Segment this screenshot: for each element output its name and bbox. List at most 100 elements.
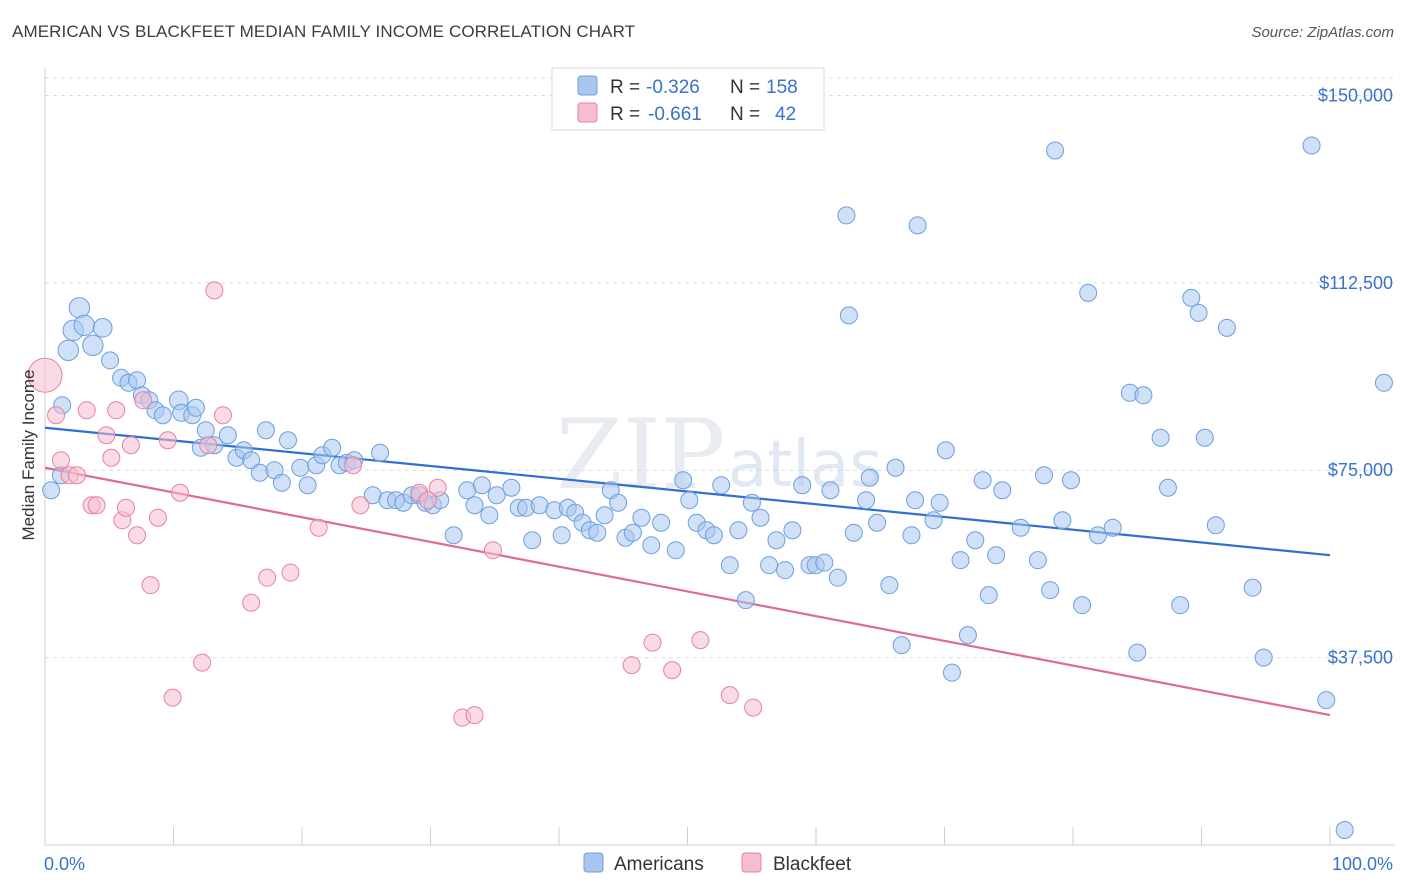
legend-swatch-blackfeet-bottom[interactable] bbox=[741, 852, 762, 873]
point-americans-115[interactable] bbox=[951, 551, 970, 570]
point-blackfeet-18[interactable] bbox=[158, 431, 177, 450]
point-blackfeet-19[interactable] bbox=[163, 688, 182, 707]
point-americans-136[interactable] bbox=[1151, 428, 1170, 447]
point-americans-60[interactable] bbox=[523, 531, 542, 550]
point-americans-111[interactable] bbox=[924, 511, 943, 530]
point-blackfeet-13[interactable] bbox=[121, 436, 140, 455]
point-blackfeet-12[interactable] bbox=[117, 498, 135, 517]
point-americans-88[interactable] bbox=[751, 508, 770, 527]
point-americans-78[interactable] bbox=[674, 471, 693, 490]
point-americans-97[interactable] bbox=[821, 481, 840, 500]
point-blackfeet-22[interactable] bbox=[199, 436, 218, 455]
point-americans-144[interactable] bbox=[1243, 578, 1262, 597]
point-blackfeet-21[interactable] bbox=[193, 653, 212, 672]
point-americans-141[interactable] bbox=[1195, 428, 1214, 447]
point-americans-16[interactable] bbox=[153, 406, 172, 425]
point-blackfeet-20[interactable] bbox=[171, 483, 189, 502]
point-americans-24[interactable] bbox=[218, 426, 237, 445]
point-blackfeet-10[interactable] bbox=[107, 401, 126, 420]
point-americans-3[interactable] bbox=[57, 339, 80, 362]
point-americans-74[interactable] bbox=[632, 508, 651, 527]
point-americans-32[interactable] bbox=[279, 431, 297, 450]
point-blackfeet-38[interactable] bbox=[643, 633, 662, 652]
point-americans-128[interactable] bbox=[1062, 471, 1080, 490]
point-americans-143[interactable] bbox=[1217, 318, 1236, 337]
point-americans-20[interactable] bbox=[186, 398, 205, 417]
point-americans-101[interactable] bbox=[844, 523, 863, 542]
point-americans-142[interactable] bbox=[1206, 516, 1225, 535]
point-americans-132[interactable] bbox=[1103, 518, 1122, 537]
point-americans-106[interactable] bbox=[886, 458, 905, 477]
point-americans-55[interactable] bbox=[480, 506, 499, 525]
point-americans-107[interactable] bbox=[892, 636, 911, 655]
point-americans-54[interactable] bbox=[472, 476, 491, 495]
point-americans-140[interactable] bbox=[1189, 303, 1208, 322]
point-americans-146[interactable] bbox=[1302, 136, 1321, 155]
legend-label-americans[interactable]: Americans bbox=[614, 854, 704, 875]
point-blackfeet-35[interactable] bbox=[465, 706, 484, 725]
point-americans-33[interactable] bbox=[291, 458, 310, 477]
point-americans-6[interactable] bbox=[73, 314, 95, 337]
point-americans-71[interactable] bbox=[609, 493, 628, 512]
point-americans-99[interactable] bbox=[837, 206, 856, 225]
point-americans-123[interactable] bbox=[1028, 551, 1047, 570]
point-americans-28[interactable] bbox=[250, 463, 269, 482]
point-americans-96[interactable] bbox=[815, 553, 834, 572]
point-americans-124[interactable] bbox=[1035, 466, 1053, 485]
point-americans-34[interactable] bbox=[298, 476, 317, 495]
point-americans-122[interactable] bbox=[1011, 518, 1030, 537]
point-americans-118[interactable] bbox=[973, 471, 992, 490]
point-blackfeet-23[interactable] bbox=[205, 281, 224, 300]
point-americans-102[interactable] bbox=[857, 491, 876, 510]
point-blackfeet-17[interactable] bbox=[148, 508, 167, 527]
point-blackfeet-1[interactable] bbox=[47, 406, 66, 425]
point-americans-57[interactable] bbox=[502, 478, 521, 497]
point-americans-9[interactable] bbox=[101, 351, 120, 370]
point-americans-56[interactable] bbox=[487, 486, 506, 505]
point-blackfeet-5[interactable] bbox=[77, 401, 96, 420]
point-americans-53[interactable] bbox=[465, 496, 484, 515]
point-blackfeet-29[interactable] bbox=[344, 456, 363, 475]
point-americans-114[interactable] bbox=[942, 663, 961, 682]
point-blackfeet-16[interactable] bbox=[141, 576, 160, 595]
series-legend[interactable]: Americans Blackfeet bbox=[583, 852, 852, 875]
point-americans-77[interactable] bbox=[666, 541, 685, 560]
point-blackfeet-28[interactable] bbox=[309, 518, 328, 537]
point-americans-69[interactable] bbox=[595, 506, 614, 525]
point-americans-42[interactable] bbox=[371, 443, 390, 462]
point-americans-125[interactable] bbox=[1041, 581, 1060, 600]
point-americans-113[interactable] bbox=[936, 441, 955, 460]
point-blackfeet-30[interactable] bbox=[351, 496, 370, 515]
point-americans-7[interactable] bbox=[82, 334, 104, 357]
point-americans-121[interactable] bbox=[993, 481, 1012, 500]
point-americans-129[interactable] bbox=[1073, 596, 1092, 615]
point-americans-0[interactable] bbox=[42, 481, 61, 500]
point-blackfeet-33[interactable] bbox=[418, 491, 437, 510]
point-americans-90[interactable] bbox=[767, 531, 786, 550]
point-blackfeet-39[interactable] bbox=[663, 661, 682, 680]
point-americans-68[interactable] bbox=[588, 523, 607, 542]
point-americans-139[interactable] bbox=[1182, 288, 1201, 307]
point-americans-98[interactable] bbox=[828, 568, 847, 587]
point-americans-83[interactable] bbox=[712, 476, 731, 495]
point-americans-117[interactable] bbox=[966, 531, 985, 550]
point-americans-31[interactable] bbox=[272, 473, 291, 492]
point-americans-100[interactable] bbox=[839, 306, 858, 325]
point-blackfeet-27[interactable] bbox=[281, 563, 300, 582]
point-americans-110[interactable] bbox=[908, 216, 927, 235]
point-americans-63[interactable] bbox=[552, 526, 571, 545]
point-americans-82[interactable] bbox=[704, 526, 723, 545]
point-americans-91[interactable] bbox=[776, 561, 795, 580]
point-blackfeet-36[interactable] bbox=[483, 541, 502, 560]
point-blackfeet-4[interactable] bbox=[67, 466, 86, 485]
point-americans-131[interactable] bbox=[1089, 526, 1107, 545]
legend-swatch-americans-bottom[interactable] bbox=[583, 852, 604, 873]
point-blackfeet-37[interactable] bbox=[622, 656, 641, 675]
point-americans-12[interactable] bbox=[128, 371, 147, 390]
point-americans-138[interactable] bbox=[1171, 596, 1190, 615]
point-americans-130[interactable] bbox=[1079, 283, 1098, 302]
point-americans-145[interactable] bbox=[1254, 648, 1273, 667]
point-americans-108[interactable] bbox=[902, 526, 921, 545]
point-blackfeet-14[interactable] bbox=[128, 526, 147, 545]
point-americans-148[interactable] bbox=[1335, 821, 1354, 840]
